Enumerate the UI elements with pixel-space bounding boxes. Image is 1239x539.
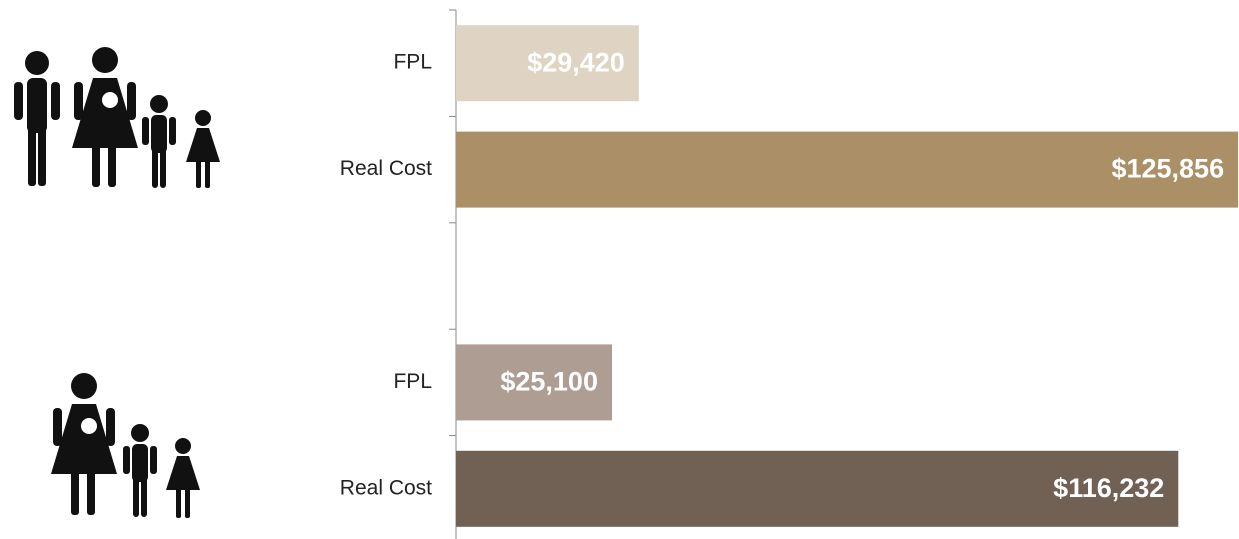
y-tick-label: Real Cost	[340, 157, 432, 180]
y-tick-label: FPL	[393, 370, 432, 393]
data-label: $116,232	[1053, 473, 1164, 503]
y-tick-label: Real Cost	[340, 476, 432, 499]
bar	[456, 131, 1239, 208]
data-label: $29,420	[527, 47, 625, 77]
family-of-four-icon	[14, 47, 220, 188]
bar	[456, 344, 612, 421]
data-label: $25,100	[500, 367, 598, 397]
data-label: $125,856	[1111, 154, 1224, 184]
family-of-three-icon	[51, 373, 200, 518]
bar	[456, 25, 639, 102]
bar	[456, 450, 1179, 527]
y-tick-label: FPL	[393, 51, 432, 74]
